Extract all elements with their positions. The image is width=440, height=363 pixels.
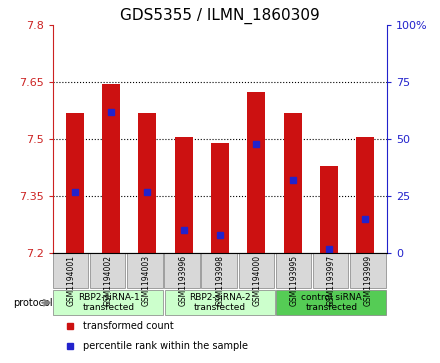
- Bar: [138, 113, 156, 253]
- Text: GSM1193998: GSM1193998: [216, 255, 224, 306]
- Text: RBP2-siRNA-2
transfected: RBP2-siRNA-2 transfected: [189, 293, 251, 313]
- FancyBboxPatch shape: [276, 253, 311, 288]
- Text: GSM1193995: GSM1193995: [290, 255, 299, 306]
- Text: GSM1193997: GSM1193997: [327, 255, 336, 306]
- Title: GDS5355 / ILMN_1860309: GDS5355 / ILMN_1860309: [120, 8, 320, 24]
- Text: transformed count: transformed count: [83, 321, 174, 331]
- Bar: [102, 84, 120, 253]
- Bar: [66, 113, 84, 253]
- Bar: [356, 138, 374, 253]
- Text: GSM1194003: GSM1194003: [141, 255, 150, 306]
- FancyBboxPatch shape: [276, 290, 386, 315]
- FancyBboxPatch shape: [165, 290, 275, 315]
- FancyBboxPatch shape: [53, 253, 88, 288]
- FancyBboxPatch shape: [238, 253, 274, 288]
- Bar: [284, 113, 302, 253]
- FancyBboxPatch shape: [350, 253, 385, 288]
- Text: percentile rank within the sample: percentile rank within the sample: [83, 341, 248, 351]
- Bar: [320, 166, 338, 253]
- Text: GSM1194002: GSM1194002: [104, 255, 113, 306]
- Bar: [211, 143, 229, 253]
- FancyBboxPatch shape: [127, 253, 163, 288]
- FancyBboxPatch shape: [164, 253, 200, 288]
- FancyBboxPatch shape: [90, 253, 125, 288]
- FancyBboxPatch shape: [313, 253, 348, 288]
- FancyBboxPatch shape: [202, 253, 237, 288]
- Text: RBP2-siRNA-1
transfected: RBP2-siRNA-1 transfected: [77, 293, 139, 313]
- Bar: [175, 138, 193, 253]
- FancyBboxPatch shape: [54, 290, 163, 315]
- Text: GSM1194000: GSM1194000: [253, 255, 262, 306]
- Text: protocol: protocol: [13, 298, 53, 308]
- Bar: [247, 92, 265, 253]
- Text: GSM1194001: GSM1194001: [67, 255, 76, 306]
- Text: GSM1193999: GSM1193999: [364, 255, 373, 306]
- Text: control siRNA
transfected: control siRNA transfected: [301, 293, 362, 313]
- Text: GSM1193996: GSM1193996: [178, 255, 187, 306]
